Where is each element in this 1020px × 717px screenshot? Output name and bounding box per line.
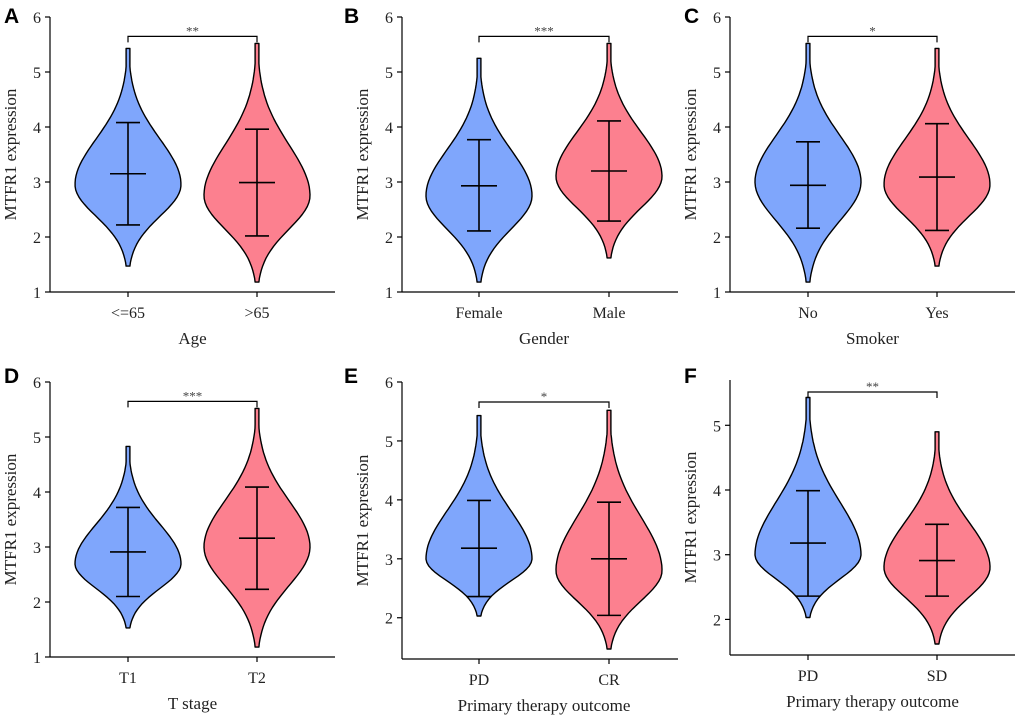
significance-label: ** — [866, 379, 879, 394]
panel-letter: E — [344, 365, 358, 388]
y-tick-label: 5 — [713, 65, 721, 82]
y-tick-label: 4 — [33, 120, 41, 137]
panel-letter: B — [344, 5, 359, 28]
y-tick-label: 3 — [33, 540, 41, 557]
significance-bracket — [478, 401, 610, 408]
significance-label: ** — [186, 23, 199, 38]
y-tick-label: 2 — [385, 230, 393, 247]
panel-letter: D — [4, 365, 19, 388]
y-tick-label: 3 — [385, 552, 393, 569]
y-tick-label: 3 — [713, 175, 721, 192]
y-tick-label: 1 — [33, 285, 41, 302]
y-axis-title: MTFR1 expression — [353, 454, 372, 586]
y-tick-label: 6 — [33, 10, 41, 27]
y-tick-label: 3 — [385, 175, 393, 192]
x-axis-title: Age — [178, 329, 206, 348]
panel-b: B 1 2 3 4 5 6 MTFR1 expression Female Male Gender *… — [344, 5, 678, 348]
x-axis-title: Smoker — [846, 329, 899, 348]
y-axis-title: MTFR1 expression — [1, 88, 20, 220]
y-axis-title: MTFR1 expression — [1, 453, 20, 585]
y-tick-label: 2 — [713, 612, 721, 629]
y-tick-label: 5 — [33, 430, 41, 447]
y-tick-label: 5 — [385, 434, 393, 451]
y-tick-label: 2 — [33, 595, 41, 612]
x-tick-label: T2 — [248, 670, 266, 687]
y-tick-label: 2 — [33, 230, 41, 247]
x-tick-label: PD — [469, 672, 489, 689]
significance-bracket — [127, 400, 258, 408]
y-tick-label: 4 — [713, 483, 721, 500]
x-tick-label: Female — [455, 305, 502, 322]
significance-label: *** — [183, 388, 203, 403]
x-tick-label: T1 — [119, 670, 137, 687]
y-tick-label: 4 — [33, 485, 41, 502]
significance-label: *** — [534, 23, 554, 38]
x-axis-title: Primary therapy outcome — [458, 696, 631, 715]
x-tick-label: SD — [927, 668, 947, 685]
y-tick-label: 6 — [713, 10, 721, 27]
y-tick-label: 5 — [33, 65, 41, 82]
y-axis-title: MTFR1 expression — [353, 88, 372, 220]
significance-bracket — [478, 35, 610, 43]
x-tick-label: CR — [598, 672, 620, 689]
significance-label: * — [869, 23, 876, 38]
panel-c: C 1 2 3 4 5 6 MTFR1 expression No Yes Smoker * — [681, 5, 1015, 348]
x-tick-label: PD — [798, 668, 818, 685]
y-tick-label: 6 — [33, 375, 41, 392]
x-axis-title: T stage — [168, 694, 217, 713]
y-tick-label: 5 — [713, 418, 721, 435]
x-axis-title: Gender — [519, 329, 569, 348]
x-tick-label: Yes — [925, 305, 948, 322]
x-axis-title: Primary therapy outcome — [786, 692, 959, 711]
x-tick-label: Male — [593, 305, 626, 322]
y-tick-label: 1 — [385, 285, 393, 302]
significance-label: * — [541, 389, 548, 404]
significance-bracket — [807, 35, 938, 43]
y-tick-label: 2 — [385, 611, 393, 628]
y-axis-title: MTFR1 expression — [681, 451, 700, 583]
panel-letter: C — [684, 5, 699, 28]
y-tick-label: 5 — [385, 65, 393, 82]
y-tick-label: 3 — [713, 548, 721, 565]
y-axis-title: MTFR1 expression — [681, 88, 700, 220]
panel-d: D 1 2 3 4 5 6 MTFR1 expression T1 T2 T stage *** — [1, 365, 335, 713]
panel-e: E 2 3 4 5 6 MTFR1 expression PD CR Primary therap… — [344, 365, 678, 715]
x-tick-label: No — [798, 305, 818, 322]
y-tick-label: 4 — [385, 493, 393, 510]
y-tick-label: 1 — [713, 285, 721, 302]
y-tick-label: 2 — [713, 230, 721, 247]
y-tick-label: 3 — [33, 175, 41, 192]
significance-bracket — [807, 391, 938, 398]
y-tick-label: 6 — [385, 10, 393, 27]
x-tick-label: <=65 — [111, 305, 145, 322]
panel-f: F 2 3 4 5 MTFR1 expression PD SD Primary therapy… — [681, 365, 1015, 711]
x-tick-label: >65 — [244, 305, 269, 322]
y-tick-label: 1 — [33, 650, 41, 667]
panel-letter: A — [4, 5, 19, 28]
panel-a: A 1 2 3 4 5 6 MTFR1 expression <=65 >65 Age ** — [1, 5, 335, 348]
y-tick-label: 6 — [385, 375, 393, 392]
panel-letter: F — [684, 365, 697, 388]
y-tick-label: 4 — [713, 120, 721, 137]
y-tick-label: 4 — [385, 120, 393, 137]
significance-bracket — [127, 35, 258, 43]
